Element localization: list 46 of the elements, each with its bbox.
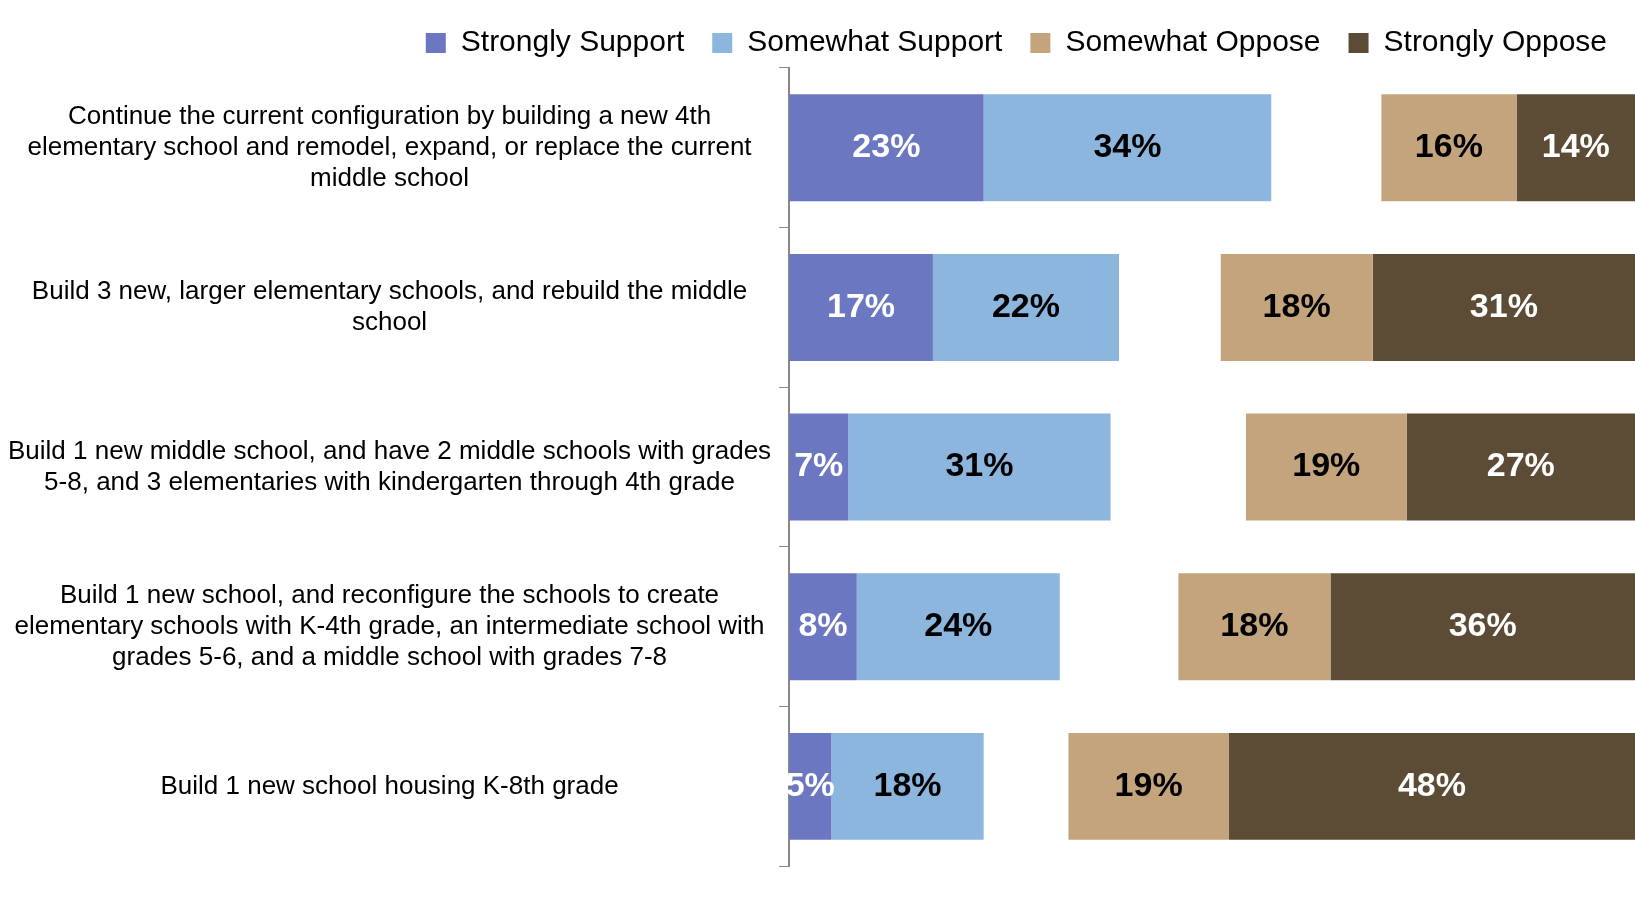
data-label: 48%: [1397, 764, 1467, 803]
data-label: 24%: [924, 605, 993, 644]
data-label: 17%: [826, 285, 896, 324]
data-label: 18%: [1220, 605, 1289, 644]
y-tick-label: Continue the current configuration by building a new 4th elementary school and remodel, expand, or replace the current middle school: [27, 99, 753, 193]
data-label: 8%: [798, 605, 848, 644]
data-label: 31%: [1469, 285, 1538, 324]
data-label: 18%: [873, 764, 942, 803]
bar: [856, 573, 1060, 681]
data-label: 19%: [1292, 445, 1361, 484]
data-label: 19%: [1114, 764, 1183, 803]
y-tick-label: Build 1 new school, and reconfigure the schools to create elementary schools with K-4th grade, an intermediate school with grades 5-6, and a middle school with grades 7-8: [14, 578, 765, 672]
bar: [1372, 253, 1635, 361]
bar: [1516, 94, 1635, 202]
y-tick-label: Build 1 new school housing K-8th grade: [160, 769, 619, 800]
y-tick-label: Build 1 new middle school, and have 2 middle schools with grades 5-8, and 3 elementaries with kindergarten through 4th grade: [8, 434, 772, 496]
bar: [848, 413, 1111, 521]
bar: [789, 573, 857, 681]
bar: [789, 94, 984, 202]
data-label: 27%: [1486, 445, 1555, 484]
bar: [1245, 413, 1407, 521]
legend-label: Strongly Support: [460, 24, 685, 58]
data-label: 7%: [794, 445, 844, 484]
y-tick-label: Build 3 new, larger elementary schools, and rebuild the middle school: [31, 275, 748, 337]
bar: [1220, 253, 1373, 361]
bar: [1330, 573, 1635, 681]
data-label: 23%: [852, 126, 921, 165]
bar: [1178, 573, 1331, 681]
bar: [1068, 732, 1229, 840]
data-label: 16%: [1414, 126, 1483, 165]
data-label: 31%: [945, 445, 1014, 484]
data-label: 36%: [1448, 605, 1517, 644]
legend-label: Strongly Oppose: [1383, 24, 1608, 58]
data-label: 14%: [1541, 126, 1610, 165]
bar: [1406, 413, 1635, 521]
bar: [1228, 732, 1635, 840]
legend-label: Somewhat Oppose: [1065, 24, 1321, 58]
bar: [983, 94, 1272, 202]
data-label: 34%: [1093, 126, 1162, 165]
bar: [932, 253, 1119, 361]
data-label: 5%: [785, 764, 835, 803]
data-label: 22%: [991, 285, 1060, 324]
bar: [1381, 94, 1517, 202]
legend-label: Somewhat Support: [747, 24, 1004, 58]
data-label: 18%: [1262, 285, 1331, 324]
bar: [789, 253, 933, 361]
